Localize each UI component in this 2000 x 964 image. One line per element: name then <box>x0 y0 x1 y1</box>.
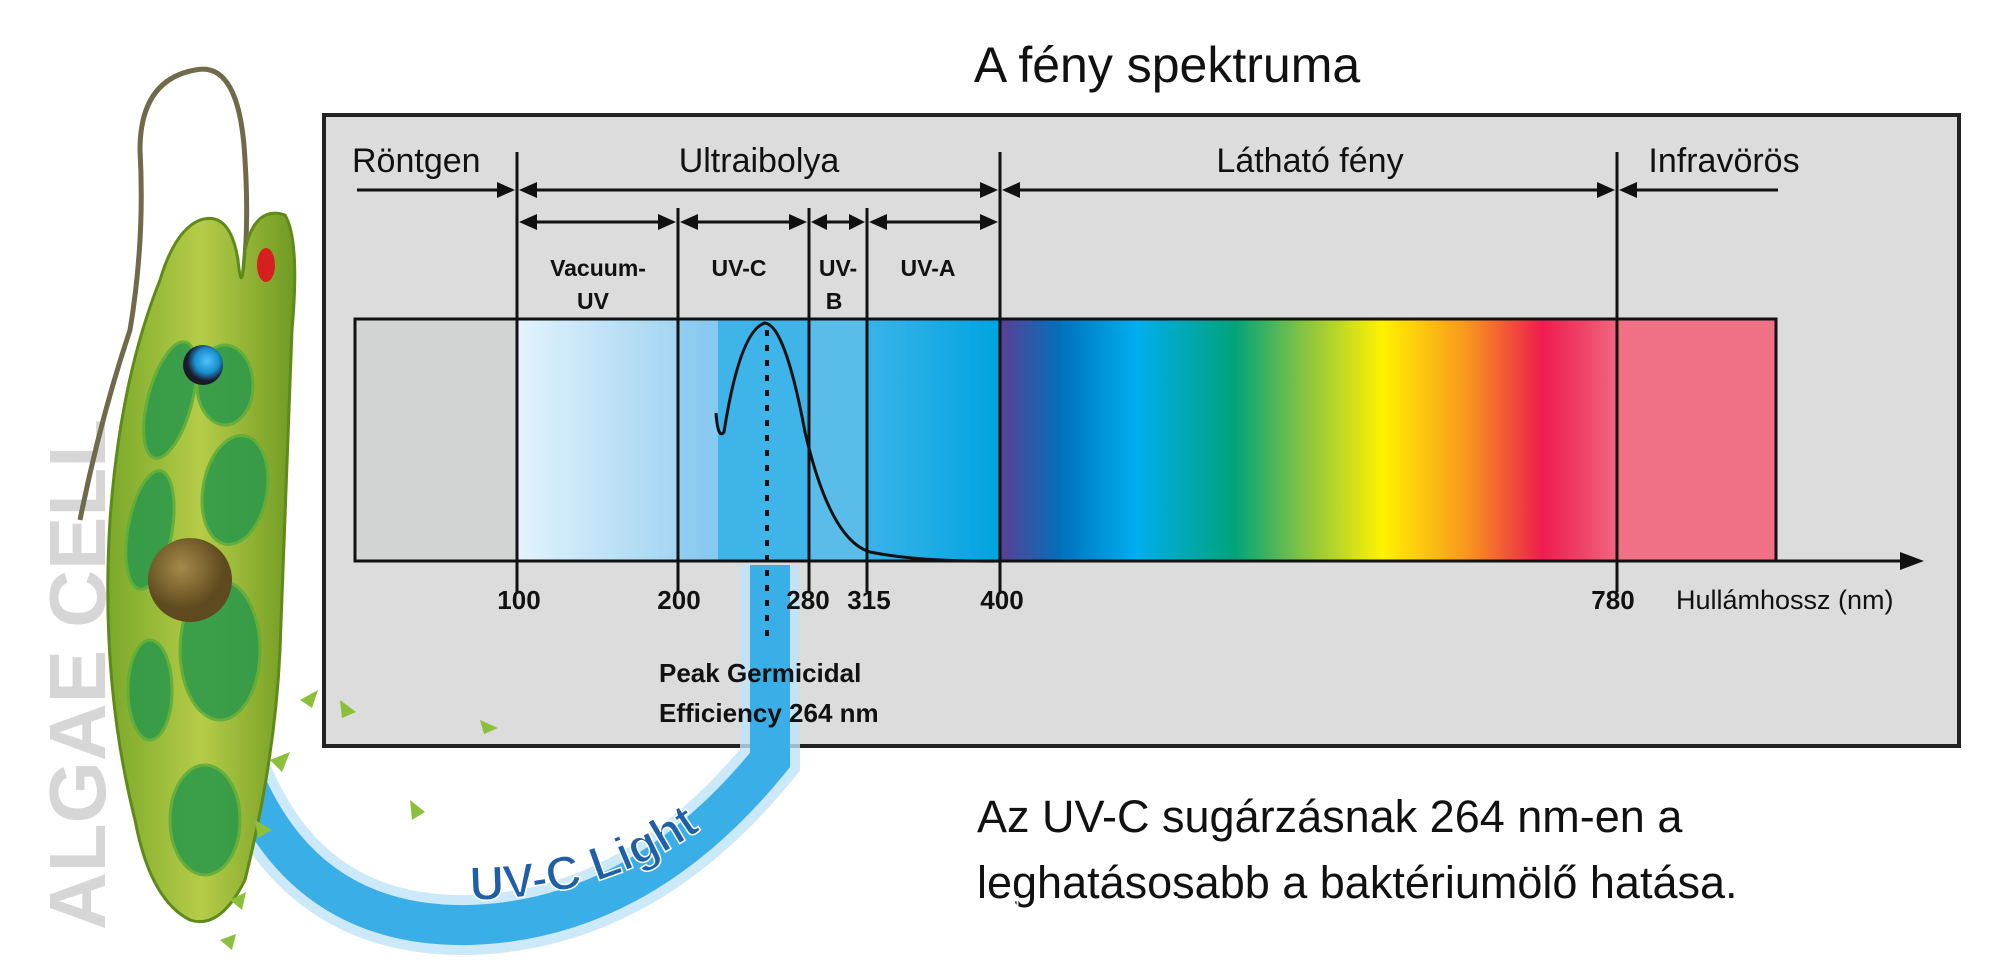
band-label-uvb-1: UV- <box>819 255 857 281</box>
caption-line2: leghatásosabb a baktériumölő hatása. <box>977 857 1738 908</box>
cell-fragments <box>220 690 498 950</box>
spectrum-bar <box>353 317 1778 563</box>
contractile-vacuole <box>183 345 223 385</box>
tick-labels: 100 200 280 315 400 780 <box>497 585 1634 615</box>
region-arrows <box>357 182 1778 230</box>
axis-arrowhead <box>1900 552 1924 570</box>
diagram-title: A fény spektruma <box>974 37 1360 93</box>
band-label-uvb-2: B <box>826 288 843 314</box>
region-label-visible: Látható fény <box>1216 142 1403 180</box>
algae-cell-label: ALGAE CELL <box>33 419 122 930</box>
uva-segment <box>867 319 1000 561</box>
infrared-segment <box>1617 319 1776 561</box>
region-label-xray: Röntgen <box>352 142 481 180</box>
band-label-uva: UV-A <box>901 255 956 281</box>
germicidal-band <box>718 319 809 561</box>
region-label-infrared: Infravörös <box>1648 142 1799 180</box>
region-label-uv: Ultraibolya <box>679 142 840 180</box>
axis-label: Hullámhossz (nm) <box>1676 585 1894 615</box>
boundary-lines <box>515 152 1619 592</box>
caption-line1: Az UV-C sugárzásnak 264 nm-en a <box>977 791 1683 842</box>
tick-label: 100 <box>497 585 540 615</box>
tick-label: 280 <box>786 585 829 615</box>
band-label-vacuum-uv-1: Vacuum- <box>550 255 646 281</box>
tick-label: 200 <box>657 585 700 615</box>
tick-label: 780 <box>1591 585 1634 615</box>
germicidal-curve <box>714 321 1001 563</box>
eyespot <box>257 248 275 282</box>
tick-label: 400 <box>980 585 1023 615</box>
peak-label-line2: Efficiency 264 nm <box>659 698 879 728</box>
visible-segment <box>1000 319 1617 561</box>
band-label-uvc: UV-C <box>712 255 767 281</box>
tick-label: 315 <box>847 585 890 615</box>
flagellum <box>77 66 250 521</box>
uvc-light-label: UV-C Light <box>469 795 708 912</box>
band-label-vacuum-uv-2: UV <box>577 288 610 314</box>
nucleus <box>148 538 232 622</box>
peak-label-line1: Peak Germicidal <box>659 658 861 688</box>
xray-segment <box>355 319 517 561</box>
algae-cell-illustration: ALGAE CELL <box>33 66 498 950</box>
vacuum-uv-segment <box>517 319 678 561</box>
